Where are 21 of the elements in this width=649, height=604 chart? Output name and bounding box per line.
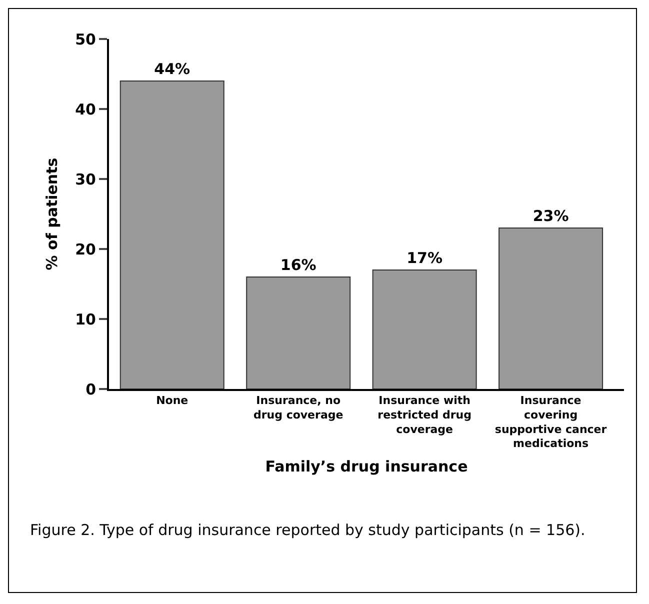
data-label: 23% — [532, 207, 569, 225]
x-tick-label: None — [156, 394, 188, 408]
data-label: 44% — [154, 60, 190, 78]
x-tick-label: Insurance with restricted drug coverage — [378, 394, 472, 436]
y-tick-label: 50 — [75, 30, 96, 48]
y-axis-title: % of patients — [42, 158, 61, 270]
x-axis-title: Family’s drug insurance — [265, 458, 468, 476]
bar — [498, 228, 604, 389]
x-tick-label: Insurance covering supportive cancer medications — [494, 394, 608, 450]
bar — [120, 80, 224, 389]
caption: Figure 2. Type of drug insurance reported by study participants (n = 156). — [30, 520, 586, 540]
y-tick-label: 10 — [75, 310, 96, 328]
y-tick-label: 30 — [75, 170, 96, 188]
y-tick-label: 0 — [86, 380, 96, 398]
bar — [246, 276, 351, 389]
y-tick-label: 20 — [75, 240, 96, 258]
x-tick-label: Insurance, no drug coverage — [253, 394, 344, 422]
y-tick-label: 40 — [75, 100, 96, 118]
data-label: 16% — [280, 256, 316, 274]
bar — [372, 270, 477, 389]
data-label: 17% — [406, 249, 443, 267]
